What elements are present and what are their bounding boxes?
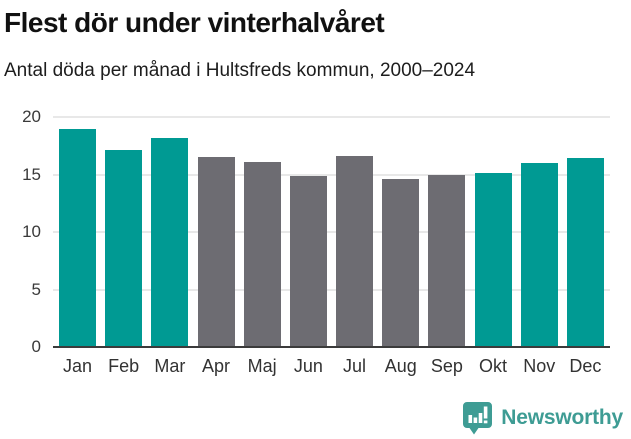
x-tick-label-jan: Jan bbox=[62, 356, 93, 377]
y-axis: 0 5 10 15 20 bbox=[0, 107, 53, 356]
chart-title: Flest dör under vinterhalvåret bbox=[4, 7, 385, 38]
x-axis-line bbox=[53, 345, 610, 349]
y-tick-label-15: 15 bbox=[22, 164, 41, 184]
gridline-5 bbox=[53, 288, 610, 291]
bar-nov bbox=[520, 163, 558, 348]
y-tick-label-20: 20 bbox=[22, 107, 41, 127]
bar-feb bbox=[105, 150, 143, 348]
bar-apr bbox=[197, 157, 235, 348]
gridline-20 bbox=[53, 116, 610, 119]
x-tick-label-maj: Maj bbox=[247, 356, 277, 377]
x-tick-label-dec: Dec bbox=[569, 356, 602, 377]
bar-aug bbox=[382, 179, 420, 348]
bars-group bbox=[53, 117, 610, 348]
gridline-15 bbox=[53, 173, 610, 176]
x-axis: Jan Feb Mar Apr Maj Jun Jul Aug Sep Okt Nov Dec bbox=[53, 356, 610, 377]
x-tick-label-jul: Jul bbox=[343, 356, 367, 377]
bar-chart: 0 5 10 15 20 Jan Feb Mar Apr Maj Jun Jul Aug Sep Okt N… bbox=[0, 107, 631, 377]
x-tick-label-sep: Sep bbox=[430, 356, 463, 377]
bar-mar bbox=[151, 137, 189, 348]
bar-sep bbox=[428, 174, 466, 348]
bar-jan bbox=[59, 128, 96, 348]
x-tick-label-jun: Jun bbox=[293, 356, 323, 377]
y-tick-label-0: 0 bbox=[31, 337, 41, 357]
x-tick-label-okt: Okt bbox=[479, 356, 508, 377]
newsworthy-logo-icon bbox=[463, 402, 493, 435]
x-tick-label-mar: Mar bbox=[154, 356, 186, 377]
gridline-10 bbox=[53, 231, 610, 234]
x-tick-label-aug: Aug bbox=[384, 356, 417, 377]
bar-jun bbox=[289, 175, 327, 348]
plot-area bbox=[53, 116, 610, 349]
bar-okt bbox=[474, 173, 512, 348]
bar-jul bbox=[336, 156, 374, 348]
y-tick-label-5: 5 bbox=[31, 279, 41, 299]
bar-dec bbox=[566, 158, 604, 348]
x-tick-label-nov: Nov bbox=[523, 356, 556, 377]
chart-subtitle: Antal döda per månad i Hultsfreds kommun… bbox=[4, 60, 476, 82]
y-tick-label-10: 10 bbox=[22, 222, 41, 242]
brand-name: Newsworthy bbox=[501, 406, 623, 429]
bar-maj bbox=[243, 161, 281, 348]
x-tick-label-feb: Feb bbox=[108, 356, 140, 377]
newsworthy-brand-link[interactable]: Newsworthy bbox=[462, 401, 623, 435]
x-tick-label-apr: Apr bbox=[202, 356, 231, 377]
